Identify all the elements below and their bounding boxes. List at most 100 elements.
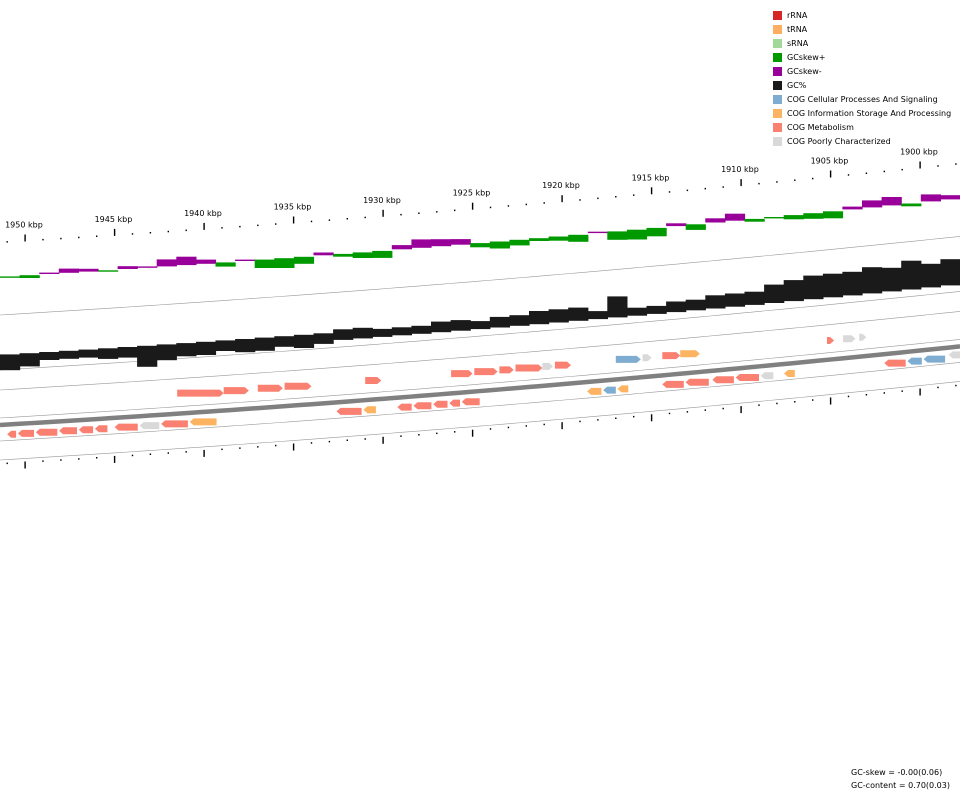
axis-label: 1935 kbp xyxy=(274,203,312,212)
gc-skew-bar xyxy=(626,229,648,240)
gc-skew-bar xyxy=(822,211,844,219)
gene-feature xyxy=(7,430,17,438)
gc-content-bar xyxy=(509,315,530,326)
gc-content-bar xyxy=(274,336,295,347)
gene-feature xyxy=(642,354,652,362)
axis-label: 1905 kbp xyxy=(811,157,849,166)
axis-label: 1920 kbp xyxy=(542,181,580,190)
legend-label: GC% xyxy=(787,80,807,90)
legend: rRNA tRNA sRNA GCskew+ GCskew- GC% COG Cellula… xyxy=(773,8,951,148)
legend-swatch xyxy=(773,136,782,146)
gc-content-bar xyxy=(58,350,79,359)
gene-feature xyxy=(615,355,641,363)
gc-skew-bar xyxy=(117,266,138,269)
gc-content-bar xyxy=(940,259,960,286)
gene-feature xyxy=(114,423,138,431)
legend-item: COG Poorly Characterized xyxy=(773,134,951,148)
gc-content-bar xyxy=(685,299,706,311)
gc-content-bar xyxy=(803,275,824,300)
gc-content-track xyxy=(0,259,960,371)
gc-content-bar xyxy=(842,271,863,296)
gc-content-bar xyxy=(117,347,138,358)
legend-swatch xyxy=(773,10,782,20)
guide-line xyxy=(0,362,960,442)
gc-content-bar xyxy=(529,311,550,325)
gc-skew-bar xyxy=(862,200,883,208)
gene-feature xyxy=(760,372,774,380)
legend-swatch xyxy=(773,24,782,34)
gc-content-bar xyxy=(666,301,687,313)
gene-feature xyxy=(948,351,960,359)
gc-content-bar xyxy=(724,293,746,307)
gc-skew-stat: GC-skew = -0.00(0.06) xyxy=(851,768,943,777)
gc-content-bar xyxy=(215,340,236,351)
gc-skew-bar xyxy=(391,245,412,250)
gc-skew-bar xyxy=(293,256,315,264)
gc-skew-bar xyxy=(744,218,765,222)
gc-content-bar xyxy=(470,321,491,330)
axis-label: 1930 kbp xyxy=(363,196,401,205)
gc-skew-bar xyxy=(803,213,824,219)
gene-feature xyxy=(257,384,283,392)
gene-feature xyxy=(461,398,480,406)
gene-feature xyxy=(680,350,700,358)
gene-feature xyxy=(223,387,249,395)
gc-content-bar xyxy=(195,341,217,355)
gene-feature xyxy=(451,370,473,378)
gc-content-bar xyxy=(411,325,432,334)
legend-item: GC% xyxy=(773,78,951,92)
gc-content-bar xyxy=(98,348,119,359)
gene-feature xyxy=(859,333,867,341)
gc-skew-bar xyxy=(842,206,863,210)
gc-content-bar xyxy=(822,273,844,298)
legend-swatch xyxy=(773,108,782,118)
gene-feature xyxy=(735,374,759,381)
gene-feature xyxy=(884,359,906,367)
legend-label: tRNA xyxy=(787,24,808,34)
gc-skew-bar xyxy=(39,272,60,274)
gc-skew-bar xyxy=(568,234,589,242)
gc-skew-bar xyxy=(195,259,217,264)
gc-content-bar xyxy=(783,280,804,302)
gene-feature xyxy=(587,387,602,395)
gc-skew-bar xyxy=(98,270,119,272)
gc-skew-bar xyxy=(137,266,158,268)
gc-content-bar xyxy=(313,333,334,344)
axis-label: 1945 kbp xyxy=(95,215,133,224)
position-axis: 1950 kbp 1945 kbp 1940 kbp 1935 kbp 1930 kbp… xyxy=(5,148,957,469)
guide-line xyxy=(0,311,960,391)
gene-feature xyxy=(413,402,432,410)
gc-skew-bar xyxy=(431,239,452,247)
axis-label: 1915 kbp xyxy=(632,173,670,182)
gene-feature xyxy=(712,376,734,384)
gc-content-bar xyxy=(39,352,60,360)
gc-skew-bar xyxy=(705,218,726,223)
gene-feature xyxy=(139,422,160,430)
gc-content-bar xyxy=(78,349,99,358)
gc-skew-bar xyxy=(470,243,491,248)
gc-skew-bar xyxy=(411,239,432,248)
gene-feature xyxy=(17,429,34,437)
gc-skew-bar xyxy=(783,215,804,220)
gc-skew-bar xyxy=(235,259,256,261)
gc-skew-bar xyxy=(901,203,922,207)
feature-track xyxy=(7,333,960,438)
genome-backbone xyxy=(0,344,960,428)
gc-skew-bar xyxy=(724,213,746,221)
legend-swatch xyxy=(773,38,782,48)
gene-feature xyxy=(363,406,376,414)
legend-item: rRNA xyxy=(773,8,951,22)
gc-content-bar xyxy=(881,267,902,292)
gene-feature xyxy=(189,418,217,426)
gc-content-bar xyxy=(548,309,569,323)
gc-skew-bar xyxy=(587,231,608,234)
gene-feature xyxy=(449,399,460,407)
legend-item: sRNA xyxy=(773,36,951,50)
legend-label: GCskew- xyxy=(787,66,822,76)
legend-item: GCskew+ xyxy=(773,50,951,64)
gene-feature xyxy=(474,368,498,376)
gc-skew-bar xyxy=(176,256,197,266)
legend-swatch xyxy=(773,52,782,62)
gc-skew-bar xyxy=(274,258,295,268)
gene-feature xyxy=(94,425,108,433)
